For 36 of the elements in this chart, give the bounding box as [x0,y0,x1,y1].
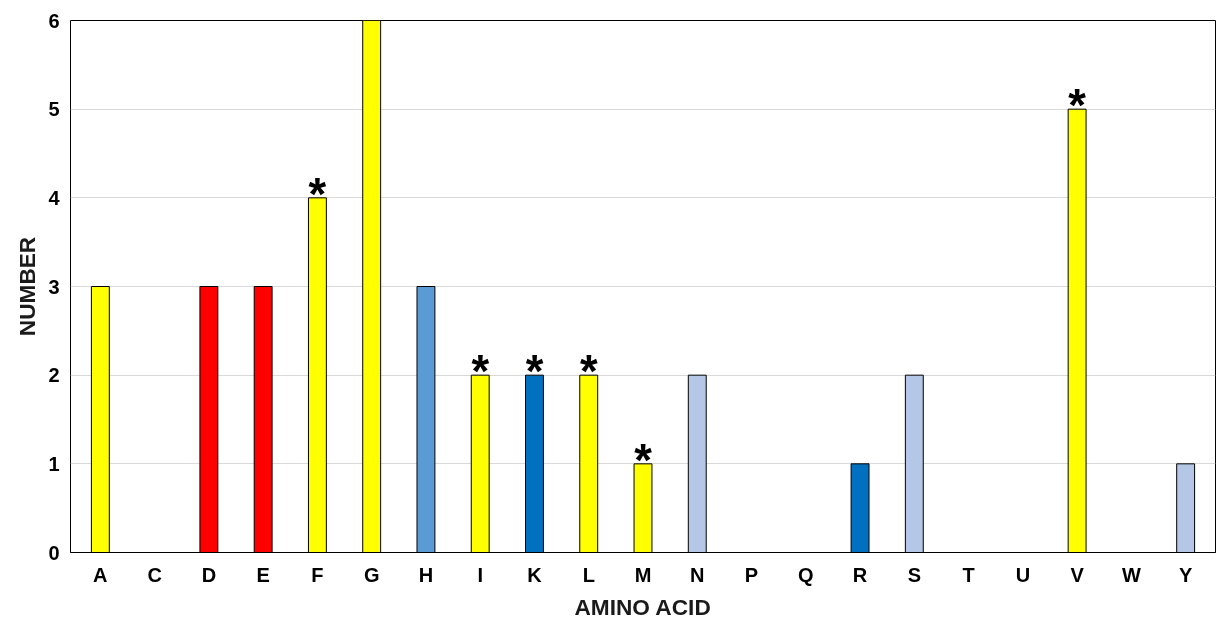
y-tick-label: 3 [48,275,60,298]
annotation: * [1068,80,1087,132]
x-tick-label: Q [798,563,814,586]
x-tick-label: H [418,563,434,586]
annotation: * [471,346,490,398]
x-axis-title: AMINO ACID [574,593,711,620]
y-tick-label: 4 [48,186,61,209]
y-tick-label: 1 [48,452,60,475]
x-tick-label: A [93,563,108,586]
x-tick-label: E [256,563,270,586]
annotation: * [525,346,544,398]
x-tick-label: P [744,563,759,586]
y-tick-label: 2 [48,364,60,387]
x-tick-label: D [201,563,217,586]
y-tick-label: 5 [48,98,60,121]
y-axis-title: NUMBER [14,236,41,337]
x-tick-label: I [477,563,483,586]
x-tick-label: M [634,563,652,586]
x-tick-label: K [527,563,543,586]
annotation: * [308,168,327,220]
x-tick-label: G [363,563,380,586]
x-tick-label: F [311,563,324,586]
y-tick-label: 0 [48,541,60,564]
x-tick-label: Y [1178,563,1193,586]
x-tick-label: R [852,563,868,586]
x-tick-label: V [1070,563,1085,586]
x-tick-label: U [1015,563,1031,586]
x-tick-label: T [962,563,975,586]
x-tick-label: S [907,563,921,586]
x-tick-label: C [147,563,162,586]
y-tick-label: 6 [48,9,60,32]
x-tick-label: L [582,563,595,586]
x-tick-label: W [1121,563,1141,586]
x-tick-label: N [690,563,705,586]
annotation: * [634,434,653,486]
annotation: * [579,346,598,398]
